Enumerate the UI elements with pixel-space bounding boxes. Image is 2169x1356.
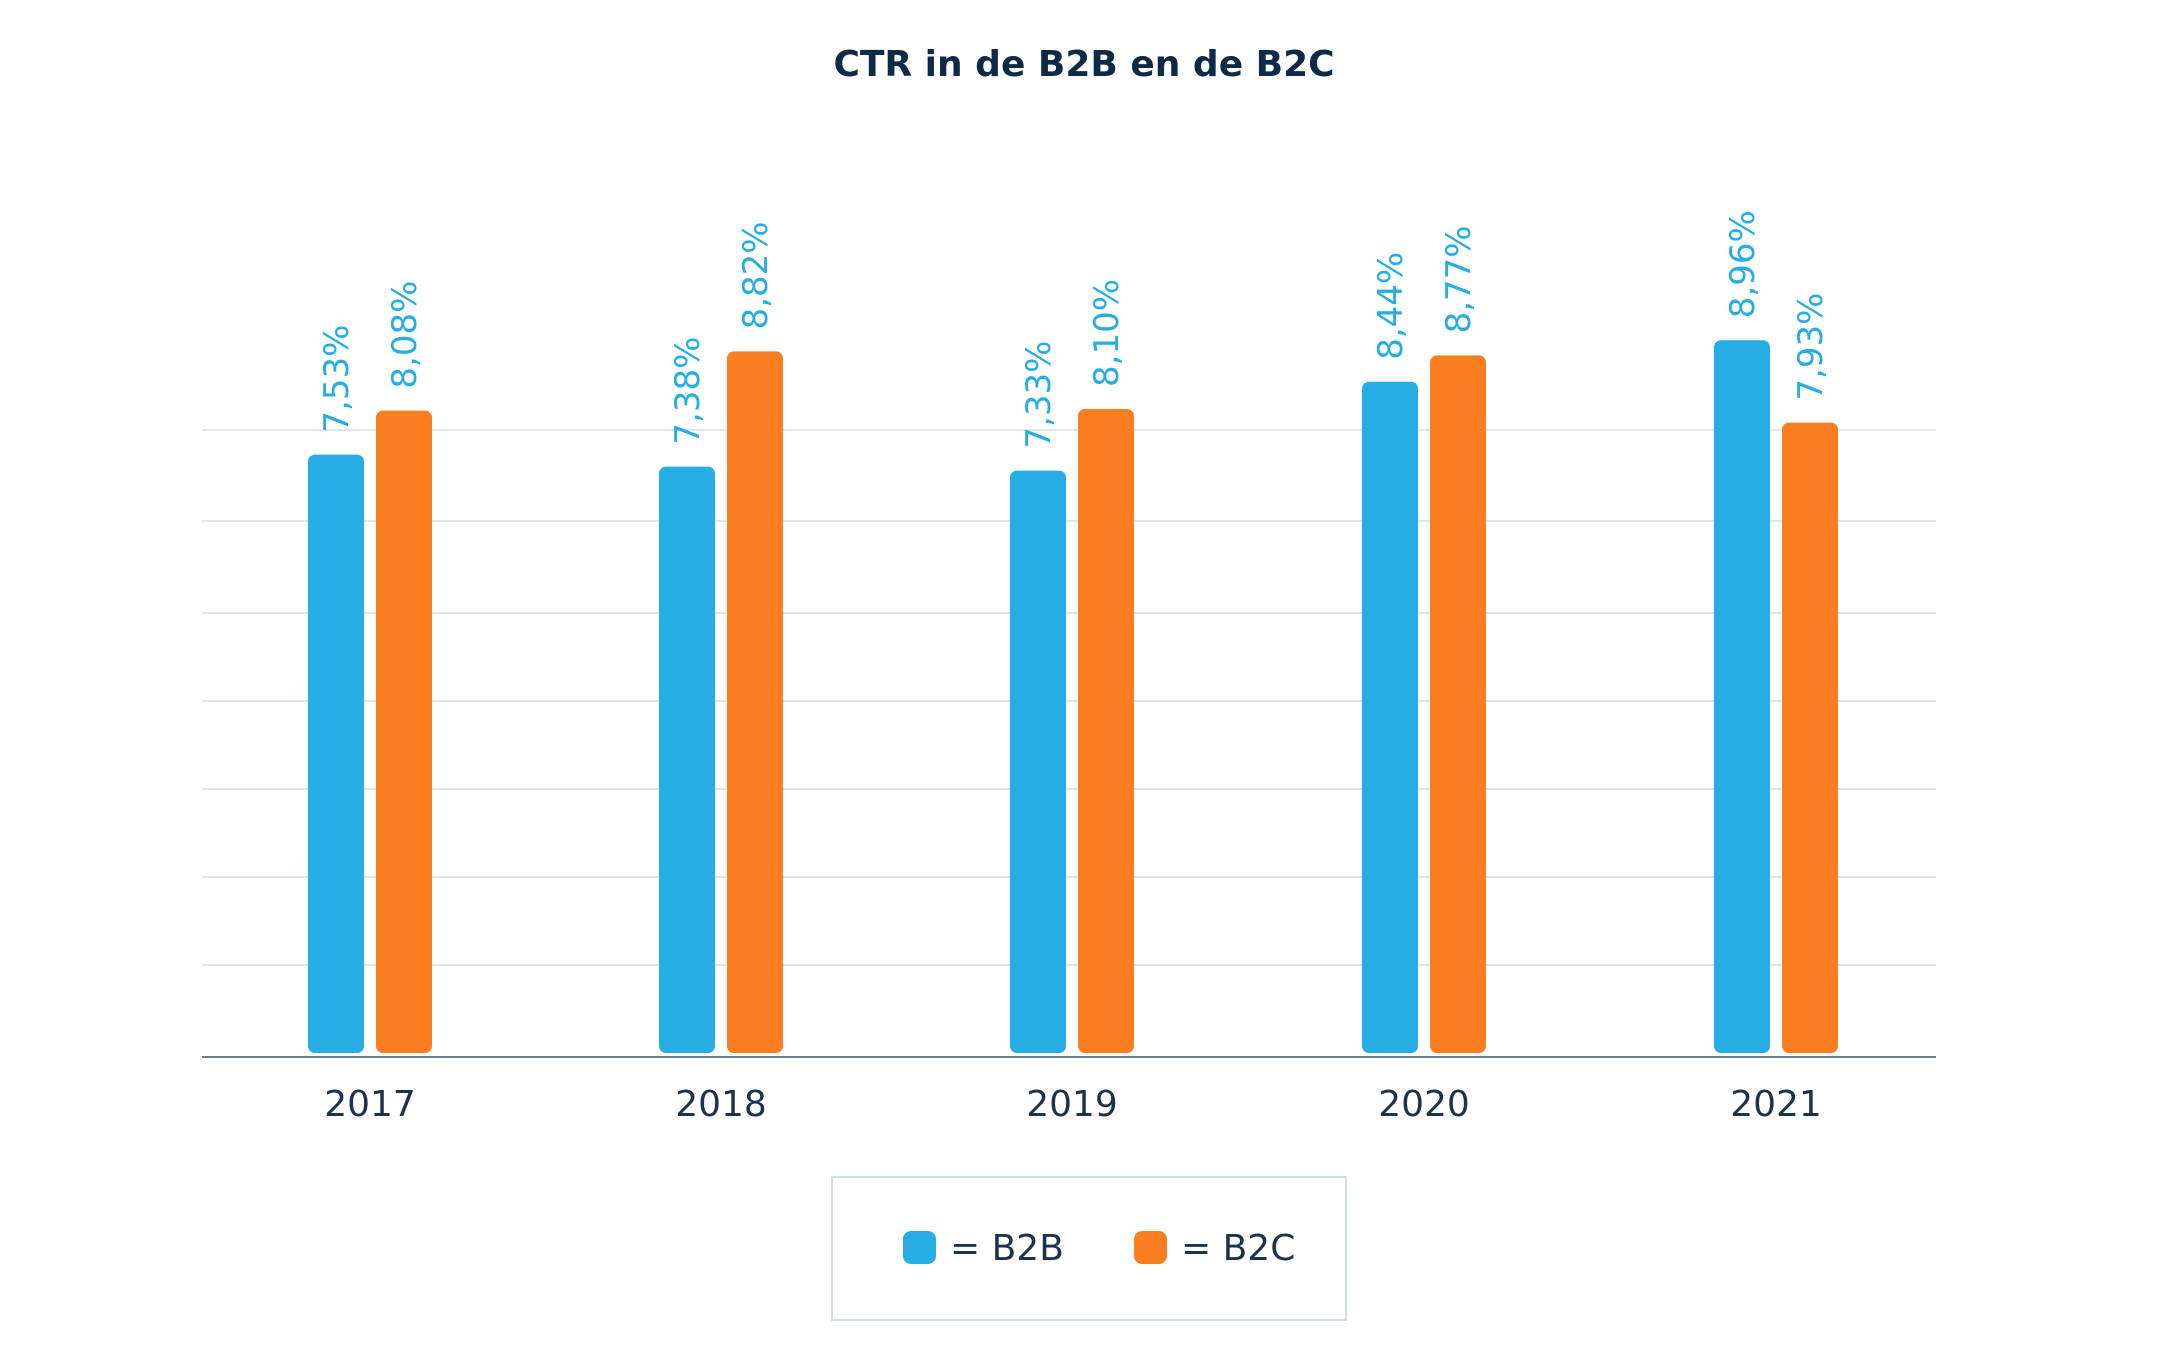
chart-title: CTR in de B2B en de B2C	[833, 44, 1334, 85]
bar-b2b-2020	[1362, 381, 1418, 1053]
bar-b2b-2019	[1010, 470, 1066, 1054]
bars	[308, 340, 1838, 1054]
bar-b2b-2017	[308, 454, 364, 1054]
bar-b2c-2021	[1782, 422, 1838, 1054]
bar-b2c-2018	[727, 351, 783, 1053]
legend-label-b2c: = B2C	[1181, 1228, 1295, 1269]
data-label-b2c-2020: 8,77%	[1439, 225, 1479, 333]
data-label-b2b-2017: 7,53%	[317, 325, 357, 433]
bar-b2c-2020	[1430, 355, 1486, 1053]
legend-label-b2b: = B2B	[950, 1228, 1064, 1269]
x-tick-label-2018: 2018	[675, 1084, 767, 1125]
data-label-b2c-2021: 7,93%	[1791, 293, 1831, 401]
bar-b2b-2021	[1714, 340, 1770, 1053]
data-label-b2b-2018: 7,38%	[668, 337, 708, 445]
legend-swatch-b2b	[903, 1231, 936, 1264]
bar-b2c-2019	[1078, 409, 1134, 1053]
data-label-b2b-2019: 7,33%	[1019, 341, 1059, 449]
bar-b2c-2017	[376, 410, 432, 1054]
data-label-b2c-2017: 8,08%	[385, 281, 425, 389]
data-label-b2c-2019: 8,10%	[1087, 279, 1127, 387]
grid-lines	[202, 429, 1936, 966]
legend: = B2B = B2C	[831, 1176, 1347, 1321]
data-label-b2b-2020: 8,44%	[1371, 252, 1411, 360]
legend-swatch-b2c	[1134, 1231, 1167, 1264]
data-labels: 7,53% 7,38% 7,33% 8,44% 8,96% 8,08% 8,82% 8,10%…	[317, 210, 1831, 448]
x-tick-label-2017: 2017	[324, 1084, 416, 1125]
x-tick-label-2021: 2021	[1730, 1084, 1822, 1125]
x-axis-ticks: 2017 2018 2019 2020 2021	[324, 1084, 1822, 1125]
data-label-b2c-2018: 8,82%	[736, 221, 776, 329]
bar-b2b-2018	[659, 466, 715, 1054]
x-tick-label-2019: 2019	[1026, 1084, 1118, 1125]
x-tick-label-2020: 2020	[1378, 1084, 1470, 1125]
data-label-b2b-2021: 8,96%	[1723, 210, 1763, 318]
